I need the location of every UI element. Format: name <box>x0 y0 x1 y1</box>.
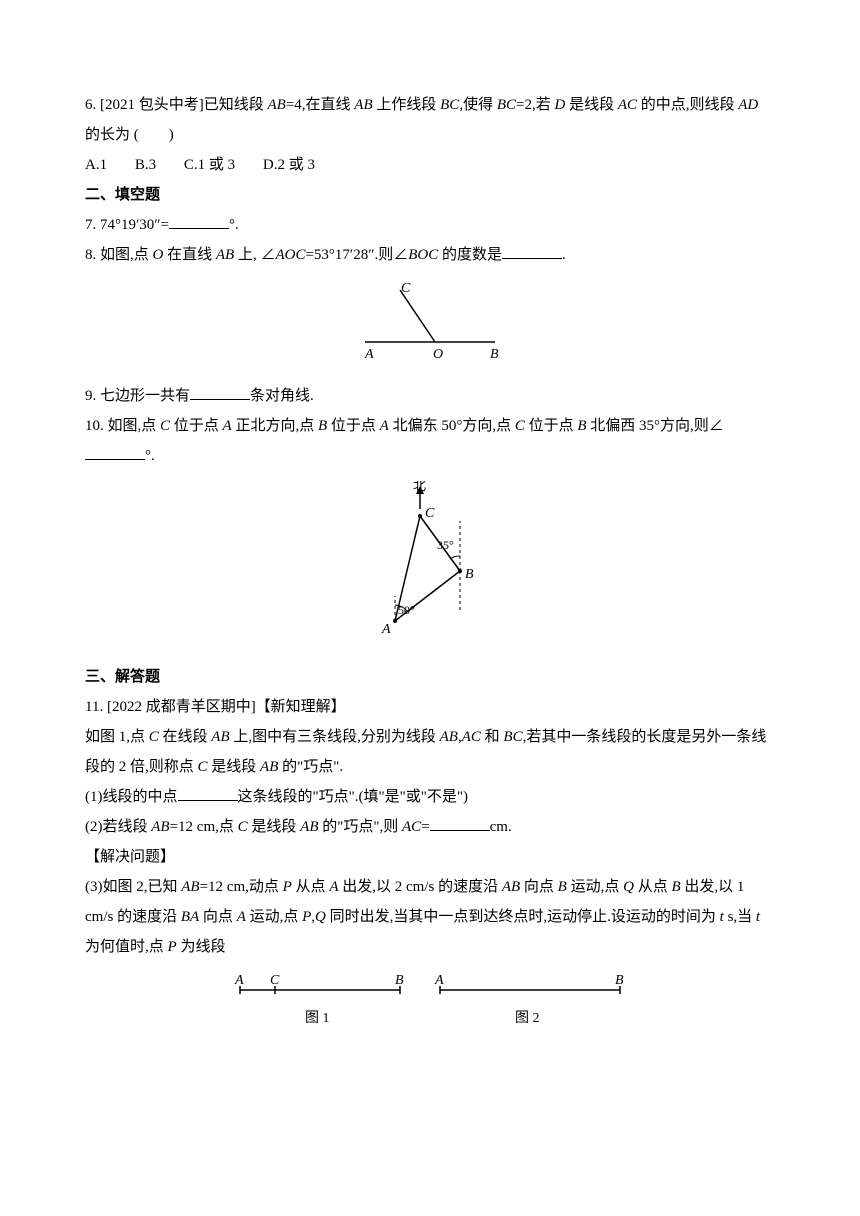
svg-text:B: B <box>490 347 499 360</box>
svg-text:A: A <box>364 347 374 360</box>
q11-part3: (3)如图 2,已知 AB=12 cm,动点 P 从点 A 出发,以 2 cm/… <box>85 872 775 962</box>
svg-text:北: 北 <box>413 481 426 493</box>
question-9: 9. 七边形一共有条对角线. <box>85 381 775 411</box>
question-8: 8. 如图,点 O 在直线 AB 上, ∠AOC=53°17′28″.则∠BOC… <box>85 240 775 270</box>
svg-text:35°: 35° <box>437 538 454 552</box>
q11-line1: 如图 1,点 C 在线段 AB 上,图中有三条线段,分别为线段 AB,AC 和 … <box>85 722 775 782</box>
q11-solve-heading: 【解决问题】 <box>85 842 775 872</box>
figure-q10: 北 C A B 50° 35° <box>85 481 775 652</box>
section-3-heading: 三、解答题 <box>85 662 775 692</box>
question-7: 7. 74°19′30″=°. <box>85 210 775 240</box>
q11-part1: (1)线段的中点这条线段的"巧点".(填"是"或"不是") <box>85 782 775 812</box>
svg-text:C: C <box>425 506 435 521</box>
svg-text:B: B <box>395 973 404 988</box>
svg-text:A: A <box>381 622 391 637</box>
question-6: 6. [2021 包头中考]已知线段 AB=4,在直线 AB 上作线段 BC,使… <box>85 90 775 150</box>
section-2-heading: 二、填空题 <box>85 180 775 210</box>
svg-text:图 1: 图 1 <box>305 1011 330 1026</box>
q6-options: A.1 B.3 C.1 或 3 D.2 或 3 <box>85 150 775 180</box>
figure-q8: A O B C <box>85 280 775 371</box>
question-11-header: 11. [2022 成都青羊区期中]【新知理解】 <box>85 692 775 722</box>
svg-text:O: O <box>433 347 443 360</box>
svg-text:A: A <box>434 973 444 988</box>
svg-text:50°: 50° <box>398 603 415 617</box>
question-10: 10. 如图,点 C 位于点 A 正北方向,点 B 位于点 A 北偏东 50°方… <box>85 411 775 471</box>
svg-text:B: B <box>615 973 624 988</box>
figure-q11: A C B 图 1 A B 图 2 <box>85 972 775 1043</box>
svg-text:B: B <box>465 567 474 582</box>
svg-text:图 2: 图 2 <box>515 1011 540 1026</box>
q11-part2: (2)若线段 AB=12 cm,点 C 是线段 AB 的"巧点",则 AC=cm… <box>85 812 775 842</box>
svg-text:C: C <box>270 973 280 988</box>
svg-text:C: C <box>401 281 411 296</box>
svg-text:A: A <box>234 973 244 988</box>
